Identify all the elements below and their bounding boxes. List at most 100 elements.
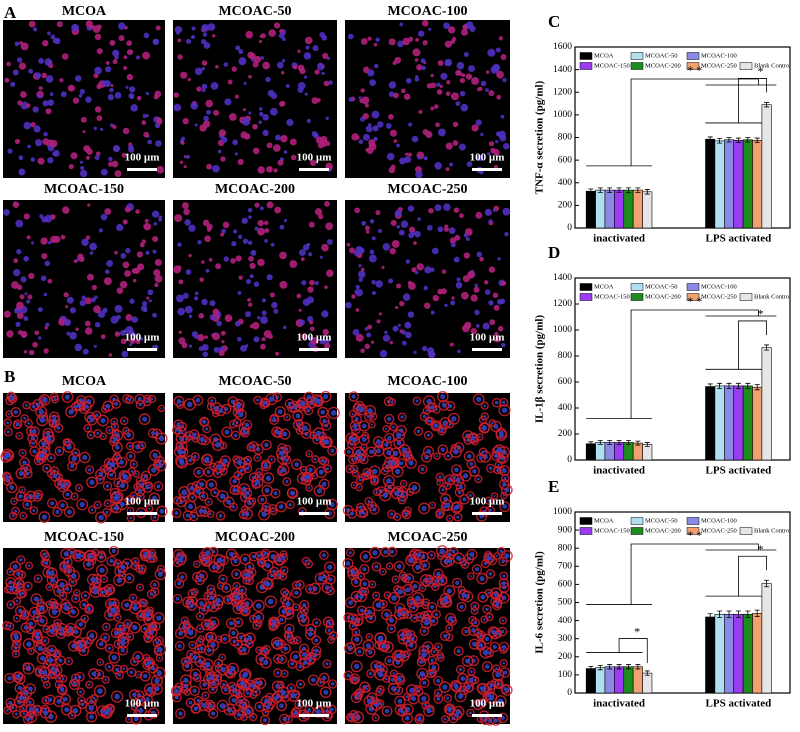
cell (297, 507, 307, 516)
cell (402, 584, 414, 596)
nucleus (218, 513, 223, 518)
legend-swatch (579, 52, 593, 60)
cell (211, 674, 223, 685)
cell (194, 296, 199, 301)
nucleus (77, 486, 81, 490)
cell (220, 156, 226, 162)
cell (350, 567, 360, 577)
nucleus (268, 396, 275, 402)
cell (377, 121, 384, 128)
nucleus (257, 648, 261, 652)
cell (23, 468, 33, 479)
cell (177, 38, 182, 43)
cell (14, 138, 21, 145)
cell (252, 611, 265, 624)
cell (12, 639, 22, 649)
nucleus (51, 609, 58, 615)
cell (112, 124, 117, 130)
cell (417, 217, 421, 221)
cell (446, 80, 451, 85)
scale-bar (472, 512, 502, 515)
cell (70, 152, 78, 160)
cell (43, 348, 49, 354)
micrograph: 100 µm (170, 546, 338, 726)
cell (94, 295, 98, 299)
cell (304, 92, 308, 96)
cell (81, 238, 89, 247)
cell (224, 98, 232, 106)
cell (383, 413, 395, 425)
cell (343, 670, 354, 681)
nucleus (122, 419, 126, 423)
cell (6, 330, 14, 338)
cell (29, 426, 40, 437)
nucleus (494, 400, 499, 405)
cell (490, 492, 499, 500)
nucleus (502, 504, 508, 509)
cell (450, 679, 462, 692)
image-label: MCOAC-50 (218, 4, 291, 19)
cell (348, 97, 354, 102)
nucleus (434, 612, 439, 617)
cell (370, 340, 375, 344)
y-tick-label: 600 (558, 155, 573, 165)
cell (270, 242, 275, 247)
panel-letter: A (4, 3, 17, 22)
bar (614, 442, 625, 461)
nucleus (115, 454, 119, 458)
cell (423, 430, 434, 440)
nucleus (218, 408, 223, 413)
nucleus (350, 616, 355, 621)
nucleus (70, 464, 75, 469)
nucleus (302, 660, 308, 666)
cell (376, 319, 381, 324)
cell (112, 59, 118, 65)
cell (458, 589, 470, 601)
cell (475, 119, 482, 126)
cell (224, 314, 233, 323)
cell (221, 136, 228, 143)
cell (417, 30, 425, 37)
nucleus (125, 561, 130, 566)
cell (292, 64, 298, 70)
cell (267, 570, 277, 581)
cell (257, 166, 265, 174)
nucleus (71, 643, 76, 649)
nucleus (55, 509, 60, 514)
cell (63, 506, 76, 518)
nucleus (21, 488, 24, 491)
nucleus (456, 515, 460, 519)
cell (32, 27, 38, 32)
cell (94, 66, 102, 75)
nucleus (132, 692, 137, 698)
nucleus (120, 564, 126, 570)
nucleus (219, 584, 222, 587)
nucleus (381, 570, 385, 573)
error-bar (644, 442, 650, 447)
cell (130, 703, 139, 711)
cell (123, 66, 128, 70)
cell (129, 94, 135, 100)
cell (46, 567, 58, 579)
cell (437, 60, 444, 66)
cell (325, 619, 335, 629)
cell (16, 312, 24, 320)
legend-label: MCOAC-50 (645, 283, 678, 290)
nucleus (213, 490, 217, 495)
nucleus (67, 659, 71, 663)
nucleus (426, 449, 431, 454)
cell (83, 424, 92, 433)
cell (437, 226, 444, 233)
cell (253, 281, 260, 287)
cell (213, 346, 220, 353)
nucleus (41, 441, 47, 447)
nucleus (263, 464, 269, 469)
nucleus (264, 505, 268, 509)
cell (126, 40, 133, 47)
error-bar (635, 187, 641, 193)
cell (451, 296, 455, 300)
cell (367, 36, 372, 41)
cell (248, 497, 257, 505)
cell (252, 147, 260, 155)
cell (362, 467, 372, 477)
